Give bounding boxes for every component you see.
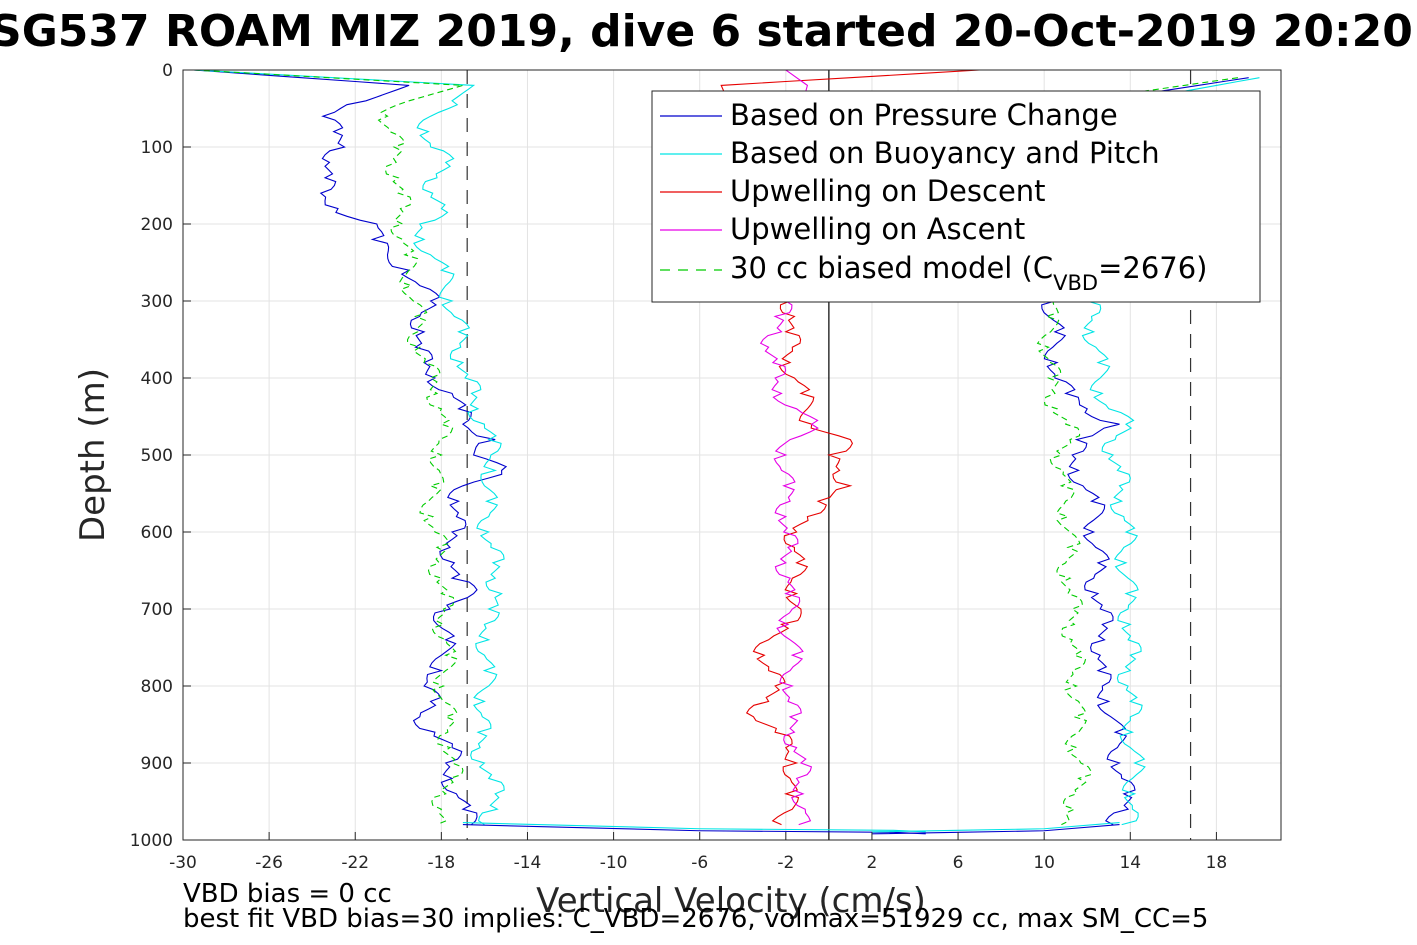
x-tick-label: -6 xyxy=(691,853,708,873)
y-tick-label: 300 xyxy=(141,292,173,312)
series-group xyxy=(193,70,1260,835)
x-tick-label: 18 xyxy=(1206,853,1228,873)
y-tick-label: 400 xyxy=(141,369,173,389)
y-tick-label: 600 xyxy=(141,523,173,543)
legend-label-pressure: Based on Pressure Change xyxy=(730,98,1118,132)
series-line-based-on-buoyancy-and-pitch-descent xyxy=(193,70,505,826)
x-tick-label: 2 xyxy=(867,853,878,873)
legend-label-upwelling-descent: Upwelling on Descent xyxy=(730,174,1046,208)
x-tick-label: -18 xyxy=(427,853,455,873)
legend: Based on Pressure Change Based on Buoyan… xyxy=(651,90,1261,303)
x-tick-label: -22 xyxy=(341,853,369,873)
y-tick-label: 700 xyxy=(141,600,173,620)
chart-title: SG537 ROAM MIZ 2019, dive 6 started 20-O… xyxy=(0,6,1413,57)
series-line-based-on-buoyancy-and-pitch-ascent xyxy=(1081,77,1260,826)
legend-label-biased-main: 30 cc biased model (C xyxy=(730,251,1053,285)
series-line-30-cc-biased-model-descent xyxy=(193,70,464,826)
y-tick-label: 0 xyxy=(162,61,173,81)
x-tick-label: -10 xyxy=(600,853,628,873)
x-tick-label: -2 xyxy=(777,853,794,873)
bottom-turn-ascent xyxy=(871,824,1120,835)
footer-line-2: best fit VBD bias=30 implies: C_VBD=2676… xyxy=(183,904,1208,934)
y-axis-label: Depth (m) xyxy=(73,368,113,542)
x-tick-label: -14 xyxy=(514,853,542,873)
series-line-30-cc-biased-model-ascent xyxy=(1036,77,1239,826)
y-ticks: 0 100 200 300 400 500 600 700 800 900 1000 xyxy=(130,61,191,851)
bottom-turn-ascent-buoyancy xyxy=(871,822,1120,833)
legend-label-upwelling-ascent: Upwelling on Ascent xyxy=(730,212,1025,246)
y-tick-label: 500 xyxy=(141,446,173,466)
x-tick-label: 6 xyxy=(953,853,964,873)
x-tick-label: -26 xyxy=(255,853,283,873)
y-tick-label: 200 xyxy=(141,215,173,235)
x-ticks: -30 -26 -22 -18 -14 -10 -6 -2 2 6 10 14 18 xyxy=(169,832,1227,873)
series-line-upwelling-on-ascent-ascent xyxy=(759,70,819,826)
y-tick-label: 800 xyxy=(141,677,173,697)
series-line-based-on-pressure-change-descent xyxy=(193,70,508,826)
series-line-based-on-pressure-change-ascent xyxy=(1041,77,1249,826)
x-tick-label: -30 xyxy=(169,853,197,873)
y-tick-label: 1000 xyxy=(130,831,173,851)
legend-label-buoyancy: Based on Buoyancy and Pitch xyxy=(730,136,1160,170)
x-tick-label: 10 xyxy=(1033,853,1055,873)
y-tick-label: 100 xyxy=(141,138,173,158)
x-axis-label: Vertical Velocity (cm/s) xyxy=(536,881,926,921)
legend-label-biased-model: 30 cc biased model (CVBD=2676) xyxy=(730,251,1208,295)
footer-line-1: VBD bias = 0 cc xyxy=(183,879,392,909)
legend-label-biased-end: =2676) xyxy=(1098,251,1207,285)
y-tick-label: 900 xyxy=(141,754,173,774)
legend-box xyxy=(651,90,1261,303)
series-line-upwelling-on-descent-descent xyxy=(720,70,980,826)
legend-label-biased-sub: VBD xyxy=(1053,271,1098,295)
x-tick-label: 14 xyxy=(1119,853,1141,873)
